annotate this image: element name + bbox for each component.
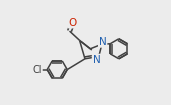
Text: O: O [69, 18, 77, 28]
Text: Cl: Cl [32, 65, 42, 75]
Text: N: N [93, 55, 100, 65]
Text: N: N [99, 37, 107, 47]
